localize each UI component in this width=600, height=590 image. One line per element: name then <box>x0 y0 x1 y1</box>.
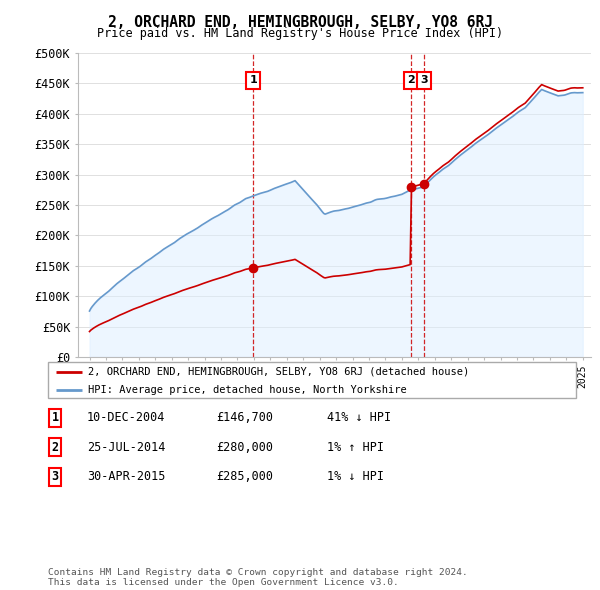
Text: 2: 2 <box>407 76 415 86</box>
Text: £280,000: £280,000 <box>216 441 273 454</box>
Text: 2, ORCHARD END, HEMINGBROUGH, SELBY, YO8 6RJ (detached house): 2, ORCHARD END, HEMINGBROUGH, SELBY, YO8… <box>88 366 469 376</box>
Text: Contains HM Land Registry data © Crown copyright and database right 2024.
This d: Contains HM Land Registry data © Crown c… <box>48 568 468 587</box>
Text: 1% ↓ HPI: 1% ↓ HPI <box>327 470 384 483</box>
Text: 2, ORCHARD END, HEMINGBROUGH, SELBY, YO8 6RJ: 2, ORCHARD END, HEMINGBROUGH, SELBY, YO8… <box>107 15 493 30</box>
Text: 10-DEC-2004: 10-DEC-2004 <box>87 411 166 424</box>
Text: 3: 3 <box>420 76 428 86</box>
Text: 1: 1 <box>52 411 59 424</box>
Text: Price paid vs. HM Land Registry's House Price Index (HPI): Price paid vs. HM Land Registry's House … <box>97 27 503 40</box>
Text: 30-APR-2015: 30-APR-2015 <box>87 470 166 483</box>
Text: 41% ↓ HPI: 41% ↓ HPI <box>327 411 391 424</box>
Text: 3: 3 <box>52 470 59 483</box>
Text: 1: 1 <box>250 76 257 86</box>
Text: HPI: Average price, detached house, North Yorkshire: HPI: Average price, detached house, Nort… <box>88 385 406 395</box>
FancyBboxPatch shape <box>48 362 576 398</box>
Text: £285,000: £285,000 <box>216 470 273 483</box>
Text: £146,700: £146,700 <box>216 411 273 424</box>
Text: 2: 2 <box>52 441 59 454</box>
Text: 1% ↑ HPI: 1% ↑ HPI <box>327 441 384 454</box>
Text: 25-JUL-2014: 25-JUL-2014 <box>87 441 166 454</box>
